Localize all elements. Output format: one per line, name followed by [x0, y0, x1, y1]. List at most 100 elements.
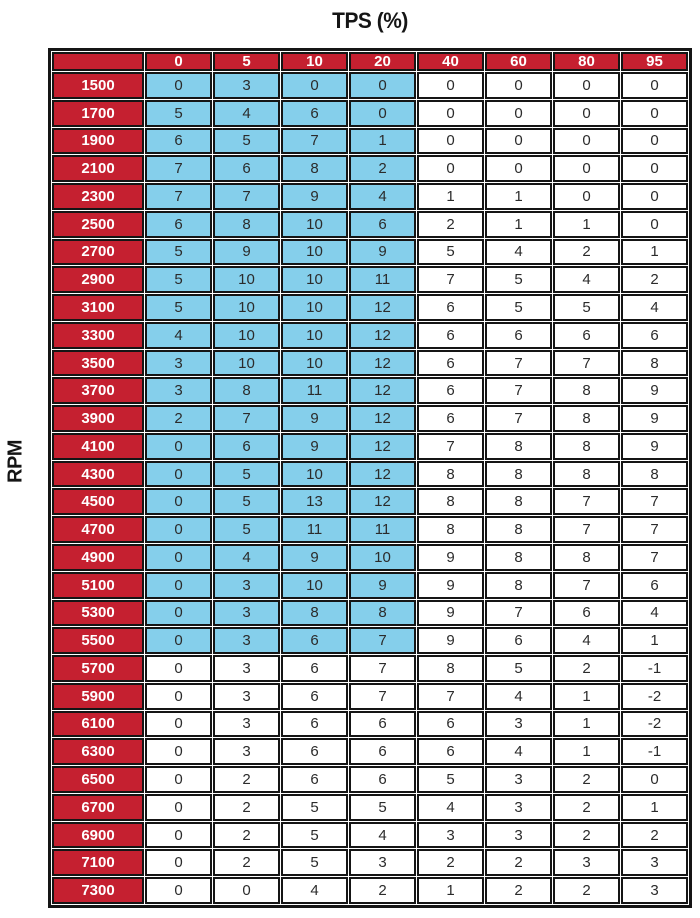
- map-cell: 8: [553, 460, 620, 488]
- map-cell: 13: [281, 488, 348, 516]
- map-cell: 11: [281, 377, 348, 405]
- map-cell: 2: [553, 793, 620, 821]
- map-cell: 10: [213, 294, 280, 321]
- map-cell: 10: [281, 238, 348, 266]
- map-cell: 8: [485, 544, 552, 571]
- map-cell: 2: [553, 877, 620, 904]
- rpm-row-header: 2300: [52, 183, 144, 210]
- map-cell: 7: [145, 183, 212, 210]
- table-row: 5900 0 3 6 7 7 4 1 -2: [52, 682, 688, 710]
- table-row: 4300 0 5 10 12 8 8 8 8: [52, 460, 688, 488]
- rpm-row-header: 6100: [52, 710, 144, 738]
- map-cell: 0: [417, 127, 484, 155]
- map-cell: 8: [213, 210, 280, 238]
- map-cell: 1: [621, 793, 688, 821]
- map-cell: 12: [349, 349, 416, 377]
- map-cell: 3: [485, 821, 552, 849]
- map-cell: 2: [553, 821, 620, 849]
- map-cell: 2: [213, 849, 280, 877]
- map-cell: 7: [485, 377, 552, 405]
- table-row: 6100 0 3 6 6 6 3 1 -2: [52, 710, 688, 738]
- rpm-row-header: 4300: [52, 460, 144, 488]
- map-cell: 12: [349, 488, 416, 516]
- rpm-row-header: 5900: [52, 682, 144, 710]
- map-cell: 5: [485, 294, 552, 321]
- rpm-row-header: 5100: [52, 571, 144, 599]
- map-cell: 5: [213, 127, 280, 155]
- map-cell: 0: [621, 72, 688, 99]
- table-row: 1500 0 3 0 0 0 0 0 0: [52, 72, 688, 99]
- map-cell: 7: [485, 349, 552, 377]
- rpm-row-header: 2500: [52, 210, 144, 238]
- table-row: 2500 6 8 10 6 2 1 1 0: [52, 210, 688, 238]
- rpm-row-header: 4900: [52, 544, 144, 571]
- map-cell: 6: [349, 210, 416, 238]
- map-cell: 7: [621, 516, 688, 544]
- map-cell: 4: [349, 183, 416, 210]
- table-row: 6900 0 2 5 4 3 3 2 2: [52, 821, 688, 849]
- map-cell: 6: [417, 710, 484, 738]
- map-cell: 0: [553, 99, 620, 127]
- table-row: 2900 5 10 10 11 7 5 4 2: [52, 266, 688, 294]
- map-cell: 0: [621, 127, 688, 155]
- table-row: 1900 6 5 7 1 0 0 0 0: [52, 127, 688, 155]
- map-cell: 12: [349, 460, 416, 488]
- map-cell: 5: [281, 793, 348, 821]
- tps-column-header: 5: [213, 52, 280, 71]
- map-cell: 5: [281, 849, 348, 877]
- map-cell: 7: [553, 516, 620, 544]
- map-cell: 9: [417, 627, 484, 655]
- map-cell: 5: [145, 294, 212, 321]
- map-cell: 3: [485, 710, 552, 738]
- map-cell: 6: [213, 155, 280, 183]
- map-cell: 9: [281, 405, 348, 432]
- map-cell: 0: [145, 627, 212, 655]
- map-cell: 8: [553, 544, 620, 571]
- map-cell: 9: [417, 599, 484, 627]
- rpm-row-header: 3700: [52, 377, 144, 405]
- map-cell: 6: [417, 321, 484, 349]
- rpm-row-header: 2100: [52, 155, 144, 183]
- map-cell: 8: [553, 405, 620, 432]
- map-cell: 2: [417, 849, 484, 877]
- table-row: 7300 0 0 4 2 1 2 2 3: [52, 877, 688, 904]
- map-cell: 6: [145, 210, 212, 238]
- table-header: 0 5 10 20 40 60 80 95: [52, 52, 688, 71]
- table-body: 1500 0 3 0 0 0 0 0 0 1700 5 4 6 0 0 0 0 0 1900 6 5 7 1 0 0 0 0 2100…: [52, 72, 688, 904]
- map-cell: 10: [213, 266, 280, 294]
- map-cell: 0: [145, 544, 212, 571]
- rpm-row-header: 1900: [52, 127, 144, 155]
- table-row: 2700 5 9 10 9 5 4 2 1: [52, 238, 688, 266]
- map-cell: 0: [417, 99, 484, 127]
- map-cell: 10: [213, 349, 280, 377]
- map-cell: 0: [213, 877, 280, 904]
- map-cell: 10: [281, 321, 348, 349]
- map-cell: 0: [349, 72, 416, 99]
- map-cell: 7: [621, 488, 688, 516]
- map-cell: 1: [485, 183, 552, 210]
- map-cell: 0: [621, 210, 688, 238]
- map-cell: -2: [621, 710, 688, 738]
- map-cell: 7: [213, 405, 280, 432]
- map-cell: 3: [213, 72, 280, 99]
- map-cell: 9: [621, 432, 688, 460]
- map-cell: 5: [485, 266, 552, 294]
- table-row: 3500 3 10 10 12 6 7 7 8: [52, 349, 688, 377]
- corner-cell: [52, 52, 144, 71]
- map-cell: 1: [417, 877, 484, 904]
- map-cell: 0: [621, 99, 688, 127]
- map-cell: 10: [281, 349, 348, 377]
- map-cell: 5: [553, 294, 620, 321]
- map-cell: 7: [349, 627, 416, 655]
- map-cell: 3: [213, 655, 280, 682]
- rpm-row-header: 3300: [52, 321, 144, 349]
- map-cell: 2: [485, 877, 552, 904]
- map-cell: 7: [417, 432, 484, 460]
- map-cell: -2: [621, 682, 688, 710]
- map-cell: 8: [349, 599, 416, 627]
- rpm-row-header: 6900: [52, 821, 144, 849]
- map-cell: 6: [349, 738, 416, 766]
- map-cell: 7: [417, 682, 484, 710]
- map-cell: 6: [213, 432, 280, 460]
- map-cell: 8: [485, 460, 552, 488]
